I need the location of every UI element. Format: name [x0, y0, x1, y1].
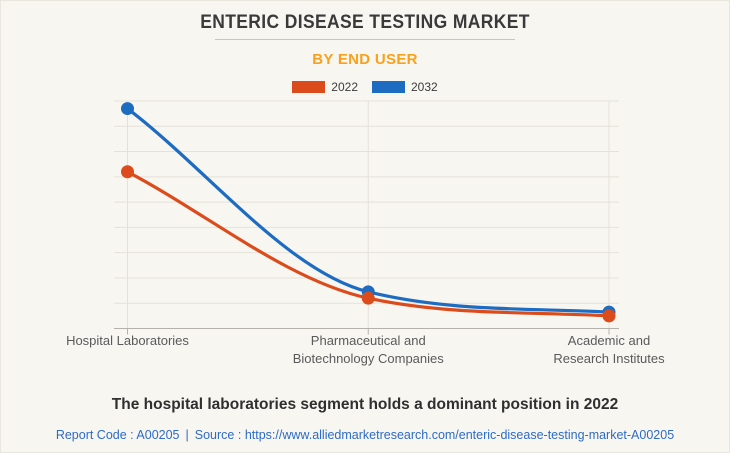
footer-separator: | — [185, 428, 189, 442]
x-axis-label: Academic and Research Institutes — [553, 333, 665, 366]
legend-item-2022: 2022 — [292, 80, 358, 94]
legend-swatch-2032 — [372, 81, 405, 93]
source-url-link[interactable]: https://www.alliedmarketresearch.com/ent… — [244, 428, 675, 442]
legend-item-2032: 2032 — [372, 80, 438, 94]
footer-source-line: Report Code : A00205 | Source : https://ww… — [1, 428, 729, 442]
chart-subtitle: BY END USER — [312, 51, 418, 68]
page-title: ENTERIC DISEASE TESTING MARKET — [200, 12, 530, 33]
chart-caption: The hospital laboratories segment holds … — [111, 396, 619, 413]
source-prefix: Source : — [194, 428, 242, 442]
legend-label: 2022 — [331, 80, 358, 94]
data-point-2022 — [602, 309, 616, 323]
data-point-2022 — [121, 165, 134, 179]
x-axis-label: Pharmaceutical and Biotechnology Companie… — [293, 333, 445, 366]
x-axis-label: Hospital Laboratories — [66, 333, 189, 348]
title-divider — [215, 39, 515, 40]
chart-legend: 2022 2032 — [1, 80, 729, 94]
legend-swatch-2022 — [292, 81, 326, 93]
data-point-2022 — [361, 291, 375, 305]
legend-label: 2032 — [411, 80, 438, 94]
line-chart: Hospital Laboratories Pharmaceutical and B… — [66, 100, 665, 366]
data-point-2032 — [121, 102, 134, 116]
report-code-link[interactable]: Report Code : A00205 — [55, 428, 180, 442]
